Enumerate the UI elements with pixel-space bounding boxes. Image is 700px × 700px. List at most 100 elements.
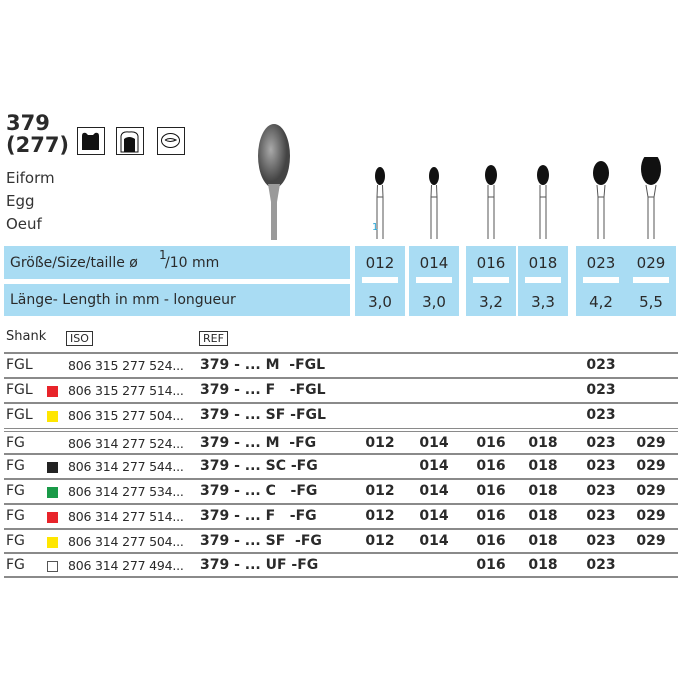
iso-code: 806 314 277 504...	[68, 533, 184, 549]
iso-code: 806 314 277 524...	[68, 436, 184, 452]
ref-code: 379 - ... F -FG	[200, 507, 317, 524]
shank-type: FG	[6, 557, 25, 574]
size-divider	[633, 277, 669, 283]
length-value: 3,0	[368, 293, 392, 311]
size-availability: 023	[586, 435, 616, 452]
bur-photo	[258, 124, 290, 240]
grit-color-swatch	[47, 561, 58, 573]
shank-type: FG	[6, 507, 25, 524]
ref-code: 379 - ... F -FGL	[200, 381, 326, 398]
table-row: FGL 806 315 277 514... 379 - ... F -FGL …	[4, 376, 678, 402]
shank-type: FG	[6, 483, 25, 499]
size-availability: 014	[419, 507, 449, 524]
size-header: Größe/Size/taille ø 1 /10 mm	[4, 246, 350, 279]
size-availability: 029	[636, 435, 666, 452]
size-value: 014	[419, 254, 449, 272]
iso-code: 806 314 277 494...	[68, 558, 184, 574]
table-row: FG 806 314 277 514... 379 - ... F -FG 01…	[4, 502, 678, 528]
grit-color-swatch	[47, 511, 58, 523]
bur-silhouette	[641, 157, 661, 239]
size-availability: 018	[528, 557, 558, 574]
size-availability: 012	[365, 435, 395, 452]
table-row: FG 806 314 277 534... 379 - ... C -FG 01…	[4, 478, 678, 503]
ref-code: 379 - ... UF -FG	[200, 557, 319, 574]
ref-code: 379 - ... M -FGL	[200, 357, 326, 373]
grit-color-swatch	[47, 462, 58, 474]
bur-silhouette	[593, 161, 609, 239]
shank-header: Shank	[6, 329, 47, 344]
size-availability: 014	[419, 483, 449, 499]
iso-code: 806 314 277 514...	[68, 508, 184, 524]
size-availability: 016	[476, 507, 506, 524]
shank-marker: 1	[372, 222, 379, 233]
size-availability: 012	[365, 507, 395, 524]
ref-code: 379 - ... SF -FGL	[200, 406, 326, 423]
size-column: 014 3,0	[409, 246, 459, 316]
size-divider	[416, 277, 452, 283]
grit-color-swatch	[47, 410, 58, 422]
size-availability: 029	[636, 458, 666, 475]
shank-type: FG	[6, 532, 25, 549]
shank-type: FGL	[6, 357, 33, 373]
size-availability: 023	[586, 507, 616, 524]
table-bottom-rule	[4, 576, 678, 578]
ref-code: 379 - ... C -FG	[200, 483, 318, 499]
iso-code: 806 314 277 534...	[68, 484, 184, 499]
size-divider	[583, 277, 619, 283]
shank-type: FG	[6, 458, 25, 475]
oral-surgery-icon	[157, 127, 185, 155]
grit-color-swatch	[47, 536, 58, 548]
size-fraction-den: /10 mm	[165, 255, 220, 271]
iso-code: 806 315 277 514...	[68, 382, 184, 398]
size-availability: 018	[528, 483, 558, 499]
table-row: FG 806 314 277 504... 379 - ... SF -FG 0…	[4, 527, 678, 553]
bur-silhouette	[485, 165, 497, 239]
size-label: Größe/Size/taille ø	[10, 255, 138, 271]
size-availability: 016	[476, 532, 506, 549]
ref-code: 379 - ... M -FG	[200, 435, 317, 452]
shank-type: FG	[6, 435, 25, 452]
size-column: 016 3,2	[466, 246, 516, 316]
size-column: 012 3,0	[355, 246, 405, 316]
ref-header: REF	[199, 331, 228, 346]
size-availability: 012	[365, 483, 395, 499]
size-divider	[473, 277, 509, 283]
size-availability: 029	[636, 507, 666, 524]
table-row: FGL 806 315 277 524... 379 - ... M -FGL …	[4, 352, 678, 377]
size-availability: 012	[365, 532, 395, 549]
size-divider	[362, 277, 398, 283]
size-availability: 016	[476, 483, 506, 499]
size-availability: 016	[476, 557, 506, 574]
size-availability: 014	[419, 458, 449, 475]
size-availability: 016	[476, 435, 506, 452]
grit-color-swatch	[47, 385, 58, 397]
size-availability: 023	[586, 357, 616, 373]
size-availability: 029	[636, 483, 666, 499]
size-availability: 029	[636, 532, 666, 549]
size-fraction-num: 1	[159, 248, 167, 262]
size-availability: 014	[419, 435, 449, 452]
bur-silhouette	[429, 167, 439, 239]
length-value: 3,0	[422, 293, 446, 311]
length-header: Länge- Length in mm - longueur	[4, 284, 350, 316]
length-value: 4,2	[589, 293, 613, 311]
iso-code: 806 315 277 524...	[68, 358, 184, 373]
name-fr: Oeuf	[6, 215, 42, 233]
crown-preparation-icon	[116, 127, 144, 155]
size-value: 018	[528, 254, 558, 272]
shank-type: FGL	[6, 406, 33, 423]
cavity-preparation-icon	[77, 127, 105, 155]
size-divider	[525, 277, 561, 283]
size-value: 023	[586, 254, 616, 272]
table-row: FG 806 314 277 494... 379 - ... UF -FG 0…	[4, 552, 678, 577]
size-availability: 014	[419, 532, 449, 549]
size-value: 012	[365, 254, 395, 272]
size-availability: 018	[528, 532, 558, 549]
size-availability: 023	[586, 483, 616, 499]
shank-type: FGL	[6, 381, 33, 398]
product-number: 379	[6, 111, 50, 135]
size-availability: 023	[586, 406, 616, 423]
size-availability: 018	[528, 458, 558, 475]
bur-silhouette	[537, 165, 549, 239]
size-availability: 016	[476, 458, 506, 475]
